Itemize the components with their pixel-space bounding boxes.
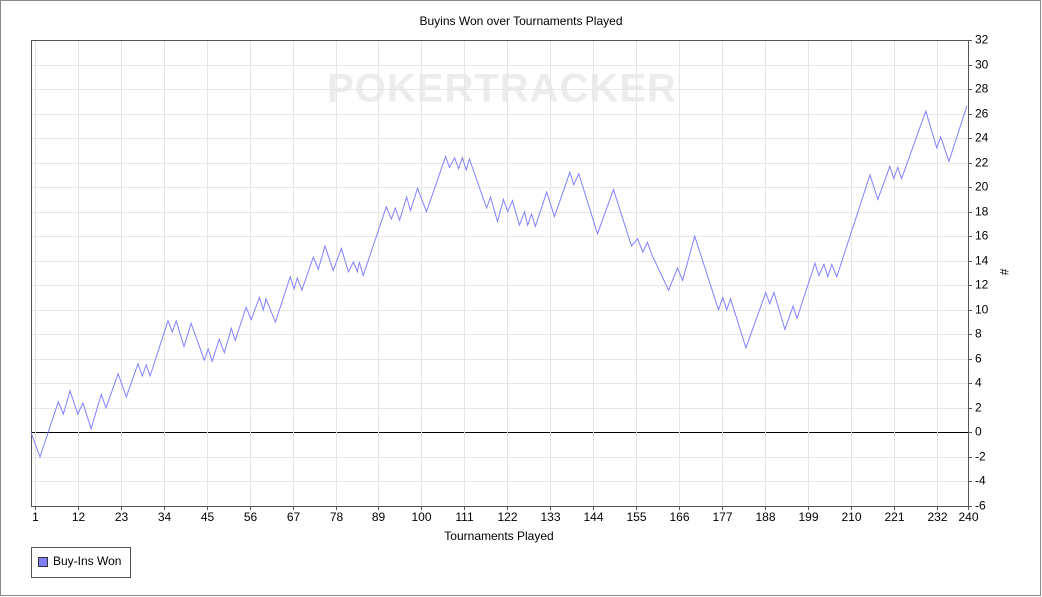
- y-tick-label: 18: [975, 205, 989, 219]
- y-tick-label: 12: [975, 278, 989, 292]
- x-tick-label: 133: [540, 510, 560, 524]
- x-tick-label: 100: [411, 510, 431, 524]
- x-tick-label: 45: [201, 510, 215, 524]
- x-tick-label: 111: [455, 510, 474, 524]
- y-tick-label: 26: [975, 107, 989, 121]
- legend-label: Buy-Ins Won: [53, 554, 121, 568]
- y-tick-label: 8: [975, 327, 982, 341]
- x-tick-label: 240: [958, 510, 978, 524]
- x-tick-label: 89: [372, 510, 386, 524]
- y-tick-label: 10: [975, 303, 989, 317]
- y-tick-label: -4: [975, 474, 986, 488]
- x-tick-label: 23: [115, 510, 129, 524]
- watermark: POKERTRACKER: [327, 67, 677, 111]
- y-tick-label: 4: [975, 376, 982, 390]
- y-tick-label: 24: [975, 131, 989, 145]
- x-tick-label: 12: [72, 510, 86, 524]
- x-axis-label: Tournaments Played: [444, 529, 553, 543]
- x-tick-label: 166: [669, 510, 689, 524]
- y-tick-label: -6: [975, 499, 986, 513]
- x-tick-label: 122: [497, 510, 517, 524]
- x-tick-label: 34: [158, 510, 172, 524]
- y-tick-label: 20: [975, 180, 989, 194]
- chart-title: Buyins Won over Tournaments Played: [420, 14, 623, 28]
- plot-border: [31, 40, 969, 507]
- y-tick-label: 16: [975, 229, 989, 243]
- x-tick-label: 144: [583, 510, 603, 524]
- x-tick-label: 56: [244, 510, 258, 524]
- x-tick-label: 67: [287, 510, 301, 524]
- x-tick-label: 155: [626, 510, 646, 524]
- x-tick-label: 1: [32, 510, 39, 524]
- y-tick-label: 22: [975, 156, 989, 170]
- y-tick-label: -2: [975, 450, 986, 464]
- data-line: [30, 106, 968, 459]
- x-tick-label: 221: [884, 510, 904, 524]
- x-tick-label: 232: [927, 510, 947, 524]
- y-tick-label: 6: [975, 352, 982, 366]
- x-tick-label: 78: [330, 510, 344, 524]
- y-tick-label: 14: [975, 254, 989, 268]
- x-tick-label: 210: [841, 510, 861, 524]
- legend-swatch: [38, 557, 48, 567]
- legend: Buy-Ins Won: [31, 547, 131, 578]
- y-tick-label: 32: [975, 33, 989, 47]
- y-tick-label: 28: [975, 82, 989, 96]
- y-tick-label: 2: [975, 401, 982, 415]
- y-tick-label: 30: [975, 58, 989, 72]
- x-tick-label: 188: [755, 510, 775, 524]
- y-axis-label: #: [997, 269, 1011, 276]
- x-tick-label: 177: [712, 510, 732, 524]
- x-tick-label: 199: [798, 510, 818, 524]
- plot-area: [31, 40, 969, 507]
- y-tick-label: 0: [975, 425, 982, 439]
